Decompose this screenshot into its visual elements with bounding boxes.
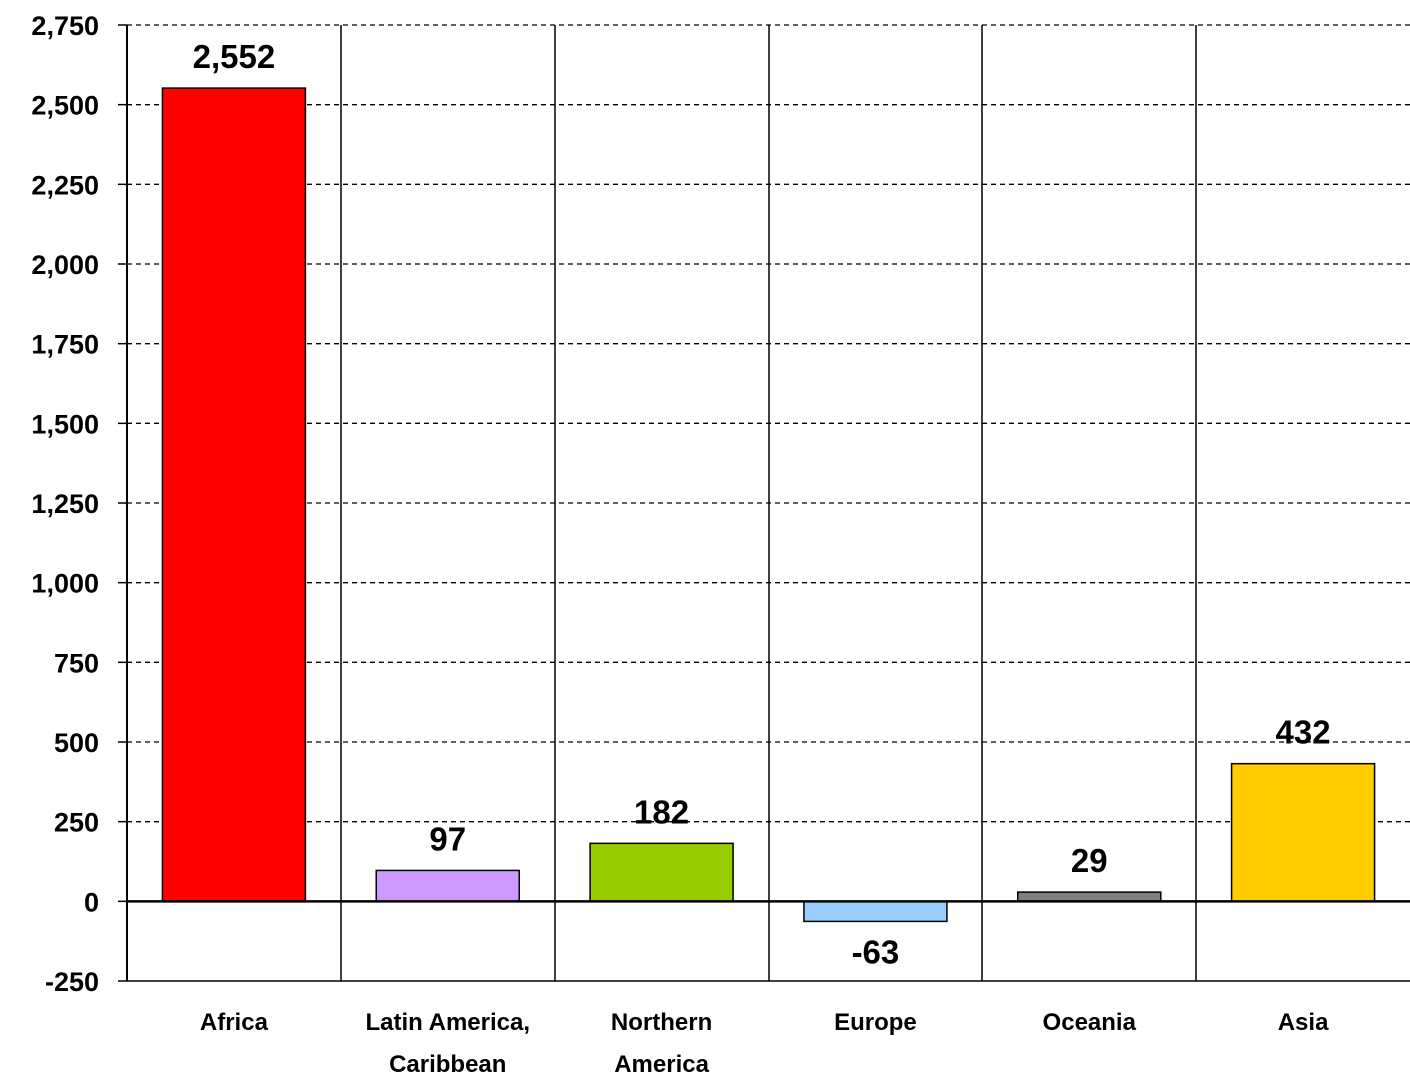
y-tick-label-9: 2,000: [31, 250, 99, 280]
category-label-2-1: America: [614, 1051, 709, 1075]
y-tick-label-12: 2,750: [31, 11, 99, 41]
bar-0: [161, 87, 307, 903]
y-tick-label-10: 2,250: [31, 170, 99, 200]
category-label-3-0: Europe: [834, 1009, 917, 1036]
category-label-2-0: Northern: [611, 1009, 712, 1036]
y-tick-label-3: 500: [54, 728, 99, 758]
category-label-0-0: Africa: [200, 1009, 269, 1036]
y-tick-label-0: -250: [45, 967, 99, 997]
grid-layer: [127, 24, 1410, 981]
y-tick-label-2: 250: [54, 808, 99, 838]
axis-layer: -250 0 250 500 750 1,000 1,250 1,500 1,750 2,000 2…: [31, 11, 1410, 997]
bar-3: [803, 900, 948, 923]
y-tick-label-8: 1,750: [31, 330, 99, 360]
category-label-4-0: Oceania: [1043, 1009, 1137, 1036]
y-tick-label-11: 2,500: [31, 91, 99, 121]
y-tick-label-6: 1,250: [31, 489, 99, 519]
value-label-3: -63: [852, 933, 900, 970]
value-label-4: 29: [1071, 842, 1108, 879]
y-tick-label-1: 0: [84, 887, 99, 917]
y-tick-label-5: 1,000: [31, 569, 99, 599]
bar-4: [1017, 891, 1162, 903]
labels-layer: 2,552 Africa 97 Latin America, Caribbean 182 N…: [193, 38, 1331, 1075]
category-label-5-0: Asia: [1278, 1009, 1329, 1036]
value-label-5: 432: [1276, 714, 1331, 751]
bar-5: [1230, 762, 1376, 903]
y-tick-label-7: 1,500: [31, 409, 99, 439]
value-label-1: 97: [429, 820, 466, 857]
category-label-1-0: Latin America,: [366, 1009, 531, 1036]
category-label-1-1: Caribbean: [389, 1051, 506, 1075]
bar-2: [589, 842, 734, 903]
bars-layer: [161, 87, 1376, 923]
value-label-0: 2,552: [193, 38, 276, 75]
bar-1: [375, 869, 520, 903]
value-label-2: 182: [634, 793, 689, 830]
y-tick-label-4: 750: [54, 648, 99, 678]
